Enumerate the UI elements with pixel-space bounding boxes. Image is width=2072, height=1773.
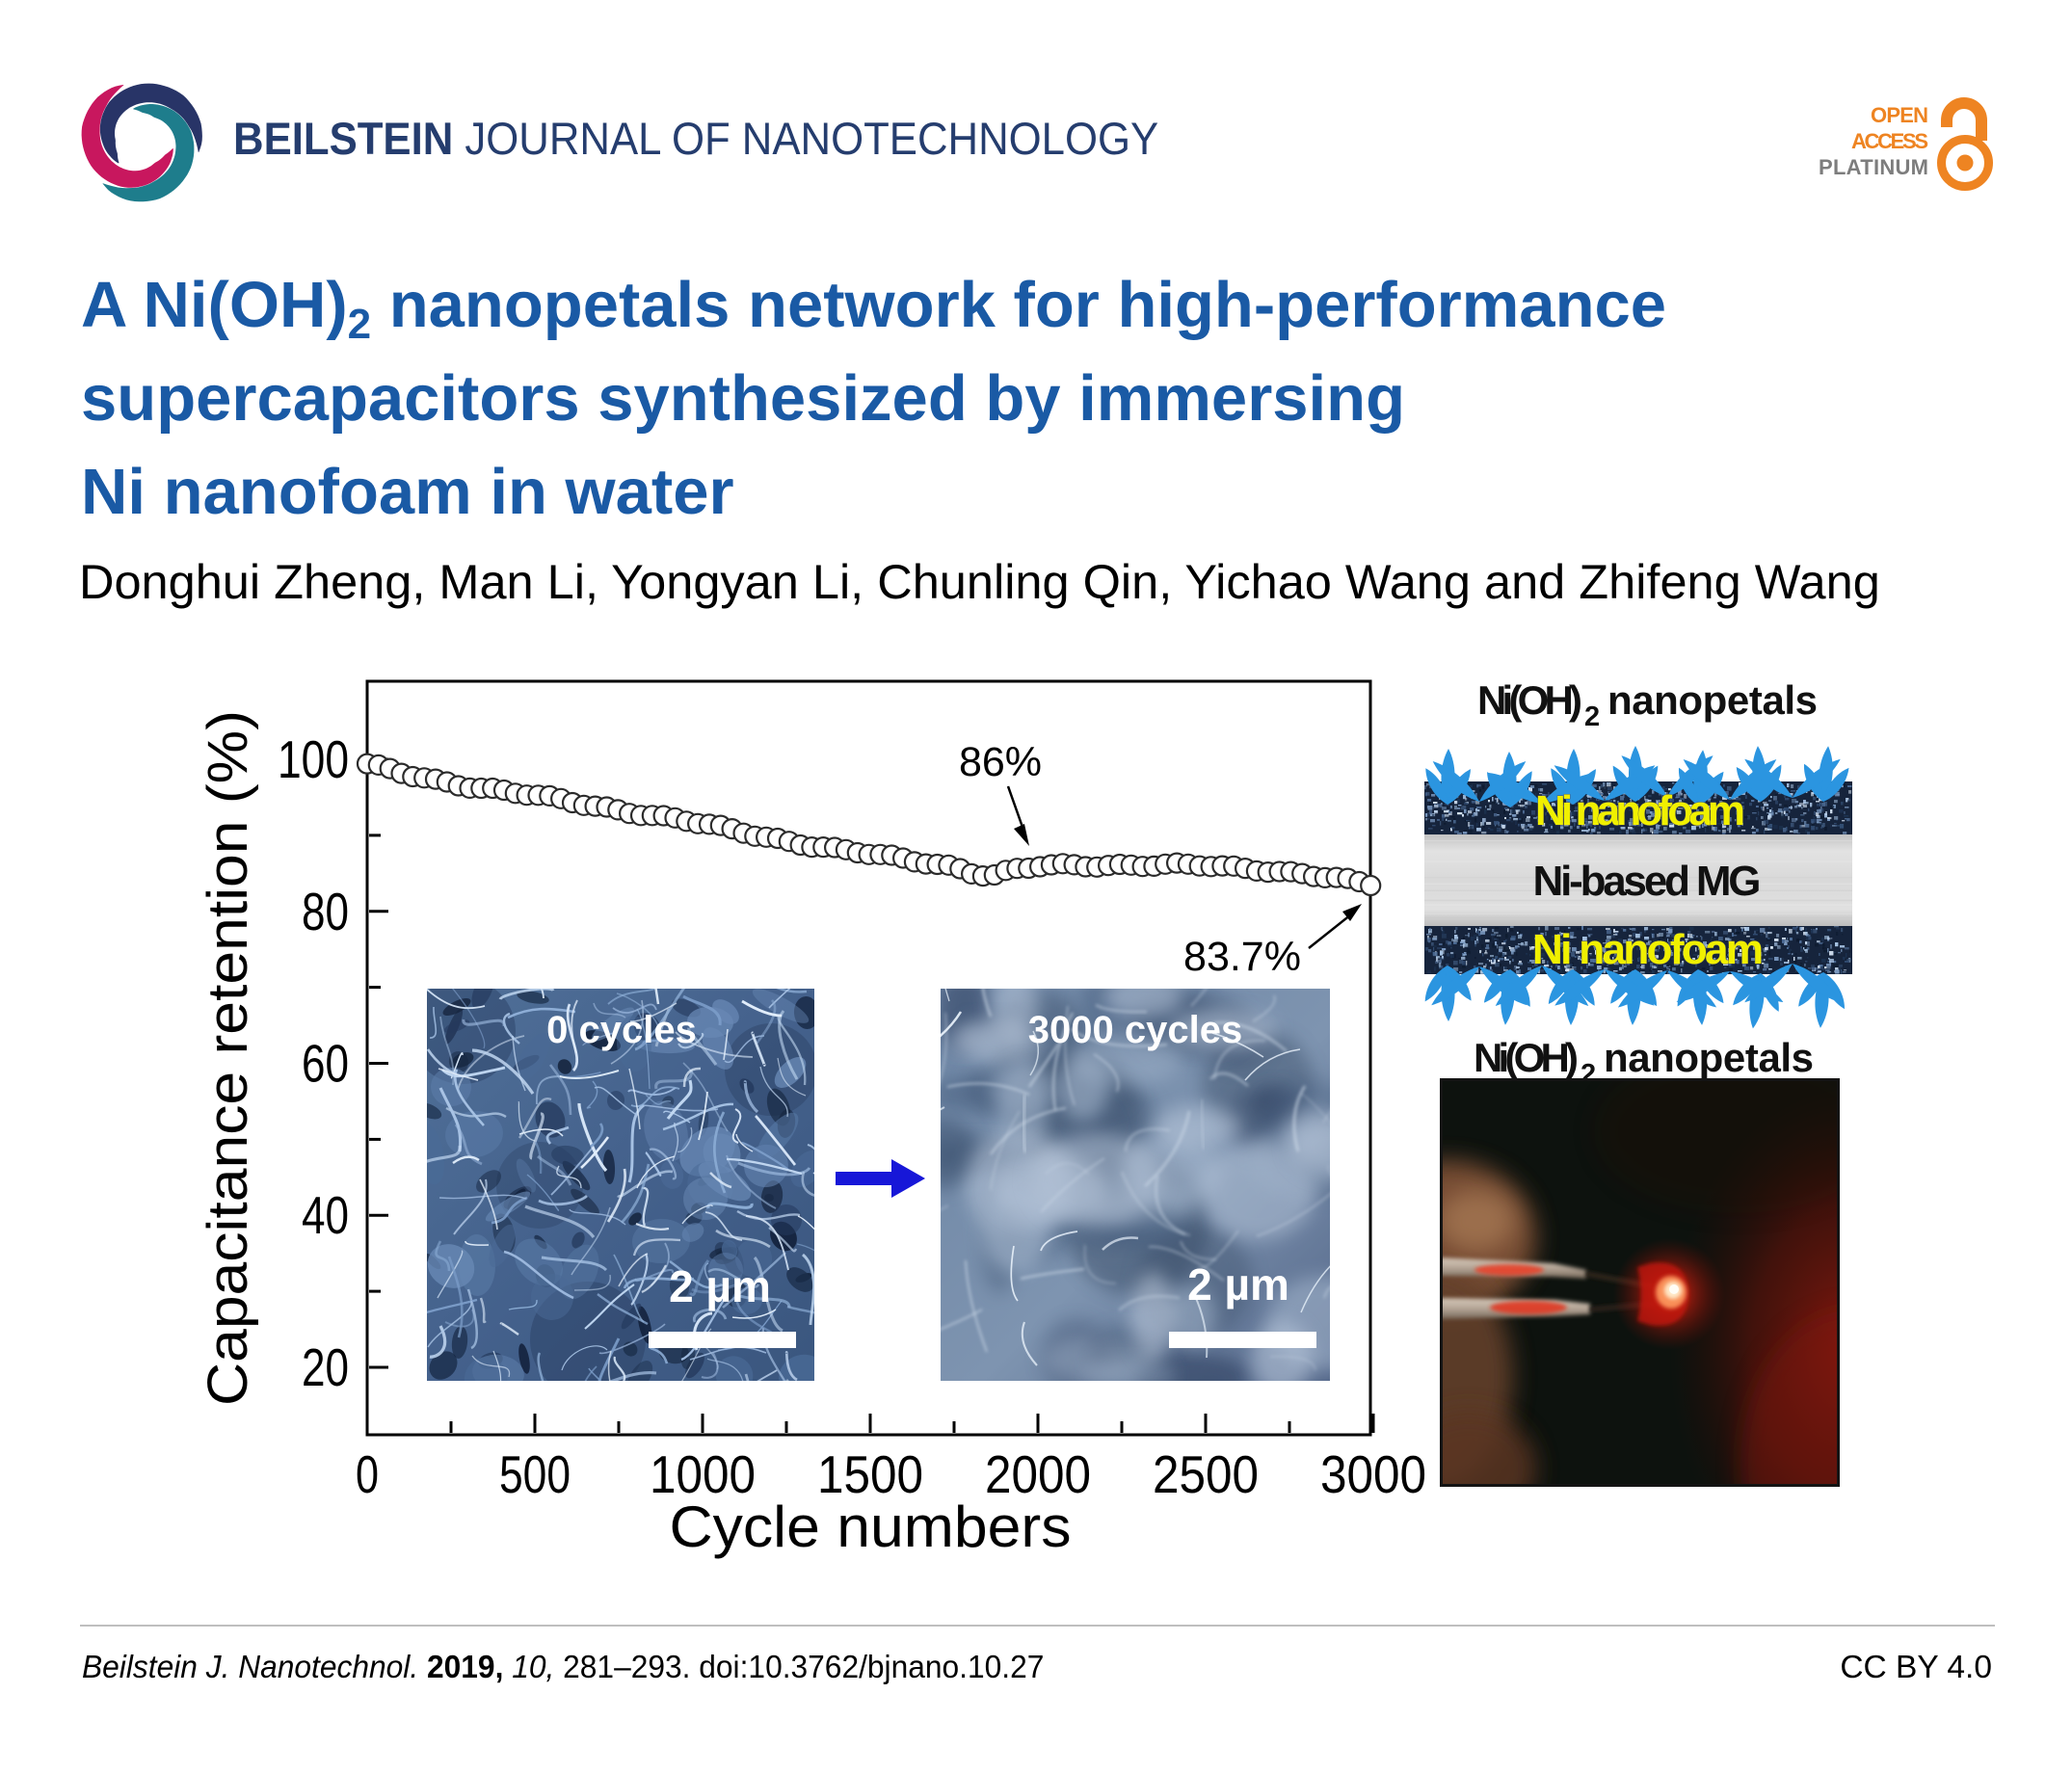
svg-text:83.7%: 83.7% [1183,934,1301,980]
svg-text:2500: 2500 [1153,1444,1259,1504]
svg-text:Cycle numbers: Cycle numbers [670,1495,1072,1559]
svg-text:1500: 1500 [817,1444,923,1504]
svg-text:Ni(OH): Ni(OH) [1477,677,1582,723]
svg-text:0: 0 [356,1444,379,1504]
svg-text:Ni(OH): Ni(OH) [1474,1035,1579,1080]
svg-text:nanopetals: nanopetals [1607,677,1818,723]
svg-text:500: 500 [499,1444,571,1504]
svg-text:Ni-based MG: Ni-based MG [1533,858,1762,905]
svg-text:1000: 1000 [650,1444,756,1504]
svg-text:OPEN: OPEN [1871,103,1928,127]
svg-text:86%: 86% [959,739,1042,785]
svg-text:20: 20 [302,1337,349,1397]
svg-text:40: 40 [302,1185,349,1245]
svg-text:3000: 3000 [1320,1444,1426,1504]
svg-text:80: 80 [302,882,349,941]
svg-text:nanopetals: nanopetals [1604,1035,1814,1080]
svg-text:2 µm: 2 µm [1187,1259,1289,1310]
svg-text:0 cycles: 0 cycles [546,1009,697,1051]
svg-text:100: 100 [278,729,349,789]
svg-text:2 µm: 2 µm [669,1261,771,1311]
svg-text:PLATINUM: PLATINUM [1819,155,1928,179]
svg-text:Ni nanofoam: Ni nanofoam [1532,926,1764,973]
svg-text:3000 cycles: 3000 cycles [1028,1009,1242,1051]
svg-text:2000: 2000 [985,1444,1091,1504]
svg-text:60: 60 [302,1034,349,1094]
svg-text:2: 2 [1584,701,1600,732]
svg-text:ACCESS: ACCESS [1851,129,1928,153]
svg-text:Capacitance retention (%): Capacitance retention (%) [197,710,259,1406]
svg-text:Ni nanofoam: Ni nanofoam [1535,787,1745,834]
